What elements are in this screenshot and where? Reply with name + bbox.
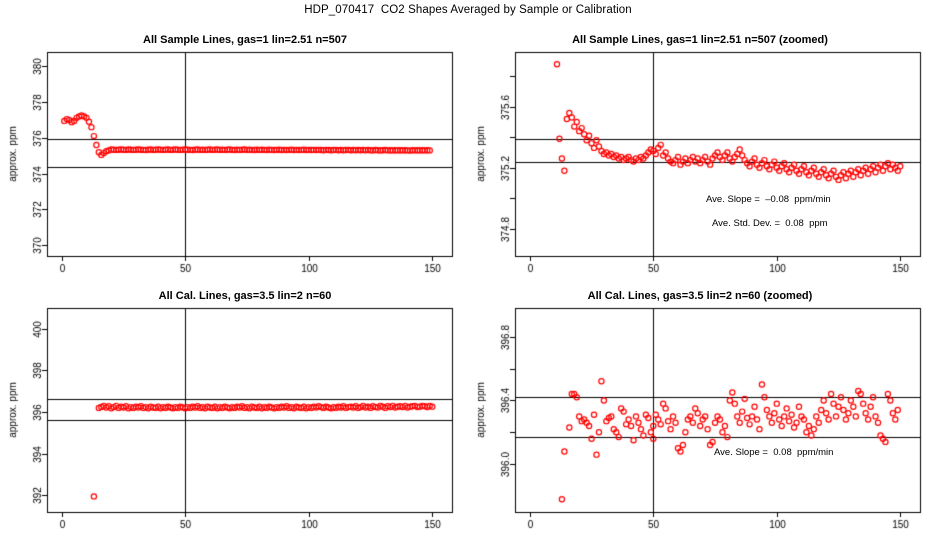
panel-title-bottom-left: All Cal. Lines, gas=3.5 lin=2 n=60 xyxy=(158,290,332,302)
annotation-ave-std-dev-top-right: Ave. Std. Dev. = 0.08 ppm xyxy=(712,218,828,229)
panel-title-bottom-right: All Cal. Lines, gas=3.5 lin=2 n=60 (zoom… xyxy=(587,290,813,302)
annotation-ave-slope-bottom-right: Ave. Slope = 0.08 ppm/min xyxy=(714,447,834,458)
panel-title-top-right: All Sample Lines, gas=1 lin=2.51 n=507 (… xyxy=(572,34,828,46)
panel-title-top-left: All Sample Lines, gas=1 lin=2.51 n=507 xyxy=(143,34,347,46)
annotation-ave-slope-top-right: Ave. Slope = –0.08 ppm/min xyxy=(706,194,831,205)
figure-title: HDP_070417 CO2 Shapes Averaged by Sample… xyxy=(304,4,632,16)
